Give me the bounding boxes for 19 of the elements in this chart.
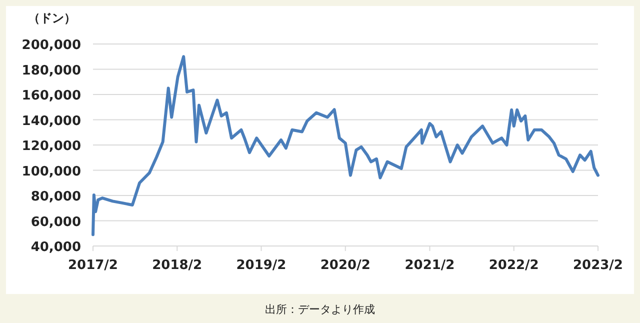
y-tick-label: 40,000 — [30, 240, 81, 255]
text: 出所：データより作成 — [265, 303, 375, 316]
x-tick-label: 2022/2 — [488, 258, 539, 273]
line-series — [92, 55, 600, 236]
x-tick-label: 2020/2 — [320, 258, 370, 273]
y-tick-label: 60,000 — [30, 214, 81, 230]
y-tick-label: 180,000 — [22, 63, 81, 78]
y-tick-label: 140,000 — [22, 114, 81, 129]
x-tick-label: 2019/2 — [236, 258, 286, 273]
y-tick-label: 160,000 — [22, 88, 81, 104]
x-tick-label: 2021/2 — [404, 258, 455, 273]
y-tick-label: 200,000 — [22, 38, 81, 53]
y-tick-label: 100,000 — [22, 164, 81, 180]
x-tick-label: 2023/2 — [573, 258, 623, 273]
y-tick-label: 120,000 — [22, 139, 81, 154]
x-tick-label: 2018/2 — [152, 258, 202, 273]
y-axis-title: （ドン） — [28, 11, 76, 25]
y-tick-label: 80,000 — [30, 190, 81, 204]
x-tick-label: 2017/2 — [68, 258, 118, 273]
